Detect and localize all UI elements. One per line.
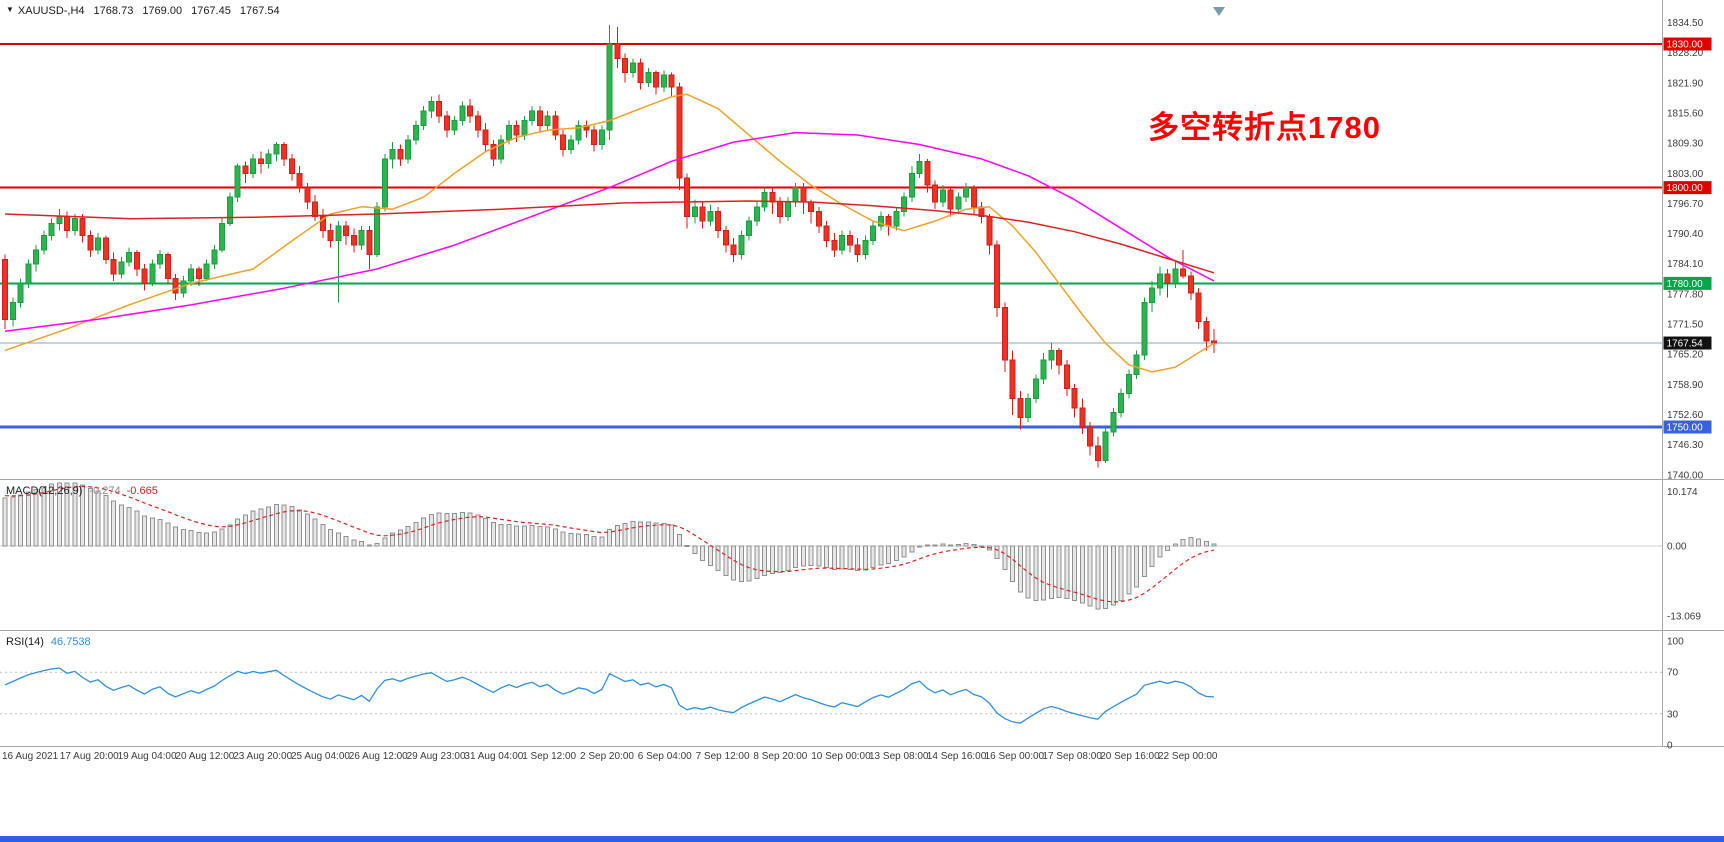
price-badge-label: 1767.54 xyxy=(1667,339,1704,350)
macd-signal-value: -0.665 xyxy=(126,485,158,497)
rsi-name: RSI(14) xyxy=(6,636,44,648)
time-label: 8 Sep 20:00 xyxy=(753,751,807,762)
ma-slow-red xyxy=(4,200,1215,274)
rsi-axis-ticks: 100 70 30 0 xyxy=(1667,637,1684,752)
bottom-strip xyxy=(0,836,1724,842)
price-tick-label: 1758.90 xyxy=(1667,380,1704,391)
rsi-tick-label: 100 xyxy=(1667,637,1684,648)
time-label: 17 Aug 20:00 xyxy=(60,751,119,762)
price-tick-label: 1828.20 xyxy=(1667,48,1704,59)
price-tick-label: 1765.20 xyxy=(1667,350,1704,361)
rsi-tick-label: 30 xyxy=(1667,709,1679,720)
rsi-indicator-label: RSI(14) 46.7538 xyxy=(6,636,91,648)
time-label: 14 Sep 16:00 xyxy=(927,751,987,762)
hline-objects xyxy=(0,43,1663,429)
macd-tick-label: 0.00 xyxy=(1667,542,1687,553)
open-value: 1768.73 xyxy=(93,5,134,17)
time-label: 25 Aug 04:00 xyxy=(291,751,350,762)
rsi-value: 46.7538 xyxy=(50,636,91,648)
price-badge-label: 1800.00 xyxy=(1667,183,1704,194)
price-badge-label: 1750.00 xyxy=(1667,423,1704,434)
chart-header: ▼ XAUUSD-,H4 1768.73 1769.00 1767.45 1767.54 xyxy=(6,5,280,17)
macd-tick-label: -13.069 xyxy=(1667,611,1701,622)
price-tick-label: 1771.50 xyxy=(1667,320,1704,331)
time-label: 23 Aug 20:00 xyxy=(233,751,292,762)
macd-main-value: -0.274 xyxy=(89,485,121,497)
price-tick-label: 1803.00 xyxy=(1667,169,1704,180)
time-label: 1 Sep 12:00 xyxy=(522,751,576,762)
time-label: 20 Sep 16:00 xyxy=(1100,751,1160,762)
symbol-dropdown-icon[interactable]: ▼ xyxy=(6,5,14,14)
macd-histogram xyxy=(2,482,1217,610)
price-tick-label: 1777.80 xyxy=(1667,289,1704,300)
time-label: 6 Sep 04:00 xyxy=(638,751,692,762)
price-tick-label: 1815.60 xyxy=(1667,108,1704,119)
price-badge xyxy=(1663,37,1712,51)
price-badge xyxy=(1663,181,1712,195)
symbol-title: XAUUSD-,H4 xyxy=(17,5,85,17)
annotation-text[interactable]: 多空转折点1780 xyxy=(1148,110,1381,145)
rsi-line xyxy=(4,667,1215,724)
time-label: 22 Sep 00:00 xyxy=(1158,751,1218,762)
time-label: 2 Sep 20:00 xyxy=(580,751,634,762)
rsi-tick-label: 70 xyxy=(1667,668,1679,679)
ma-mid-magenta xyxy=(4,131,1215,333)
macd-tick-label: 10.174 xyxy=(1667,487,1698,498)
price-tick-label: 1790.40 xyxy=(1667,229,1704,240)
time-label: 16 Aug 2021 xyxy=(2,751,59,762)
price-tick-label: 1740.00 xyxy=(1667,470,1704,481)
price-tick-label: 1821.90 xyxy=(1667,78,1704,89)
time-label: 17 Sep 08:00 xyxy=(1042,751,1102,762)
time-label: 13 Sep 08:00 xyxy=(869,751,929,762)
time-label: 19 Aug 04:00 xyxy=(118,751,177,762)
price-badge-label: 1830.00 xyxy=(1667,40,1704,51)
time-label: 10 Sep 00:00 xyxy=(811,751,871,762)
price-tick-label: 1796.70 xyxy=(1667,199,1704,210)
price-badge xyxy=(1663,336,1712,350)
price-badges: 1830.00 1800.00 1780.00 1750.00 1767.54 xyxy=(1663,37,1712,434)
price-badge-label: 1780.00 xyxy=(1667,279,1704,290)
time-label: 16 Sep 00:00 xyxy=(985,751,1045,762)
time-label: 26 Aug 12:00 xyxy=(349,751,408,762)
macd-axis-ticks: 10.174 0.00 -13.069 xyxy=(1667,487,1701,622)
price-tick-label: 1784.10 xyxy=(1667,259,1704,270)
macd-indicator-label: MACD(12,26,9) -0.274 -0.665 xyxy=(6,485,158,497)
macd-name: MACD(12,26,9) xyxy=(6,485,83,497)
price-axis-ticks: 1834.50 1828.20 1821.90 1815.60 1809.30 1803.… xyxy=(1667,18,1704,481)
price-tick-label: 1809.30 xyxy=(1667,139,1704,150)
time-label: 31 Aug 04:00 xyxy=(464,751,523,762)
rsi-tick-label: 0 xyxy=(1667,741,1673,752)
candlestick-series xyxy=(2,24,1217,468)
price-tick-label: 1834.50 xyxy=(1667,18,1704,29)
close-value: 1767.54 xyxy=(239,5,280,17)
ma-fast-orange xyxy=(4,93,1215,373)
time-label: 20 Aug 12:00 xyxy=(175,751,234,762)
high-value: 1769.00 xyxy=(142,5,183,17)
price-tick-label: 1746.30 xyxy=(1667,440,1704,451)
time-label: 29 Aug 23:00 xyxy=(407,751,466,762)
price-badge xyxy=(1663,276,1712,290)
chart-shift-marker[interactable] xyxy=(1213,7,1225,16)
low-value: 1767.45 xyxy=(191,5,231,17)
price-badge xyxy=(1663,420,1712,434)
price-tick-label: 1752.60 xyxy=(1667,410,1704,421)
time-label: 7 Sep 12:00 xyxy=(696,751,750,762)
